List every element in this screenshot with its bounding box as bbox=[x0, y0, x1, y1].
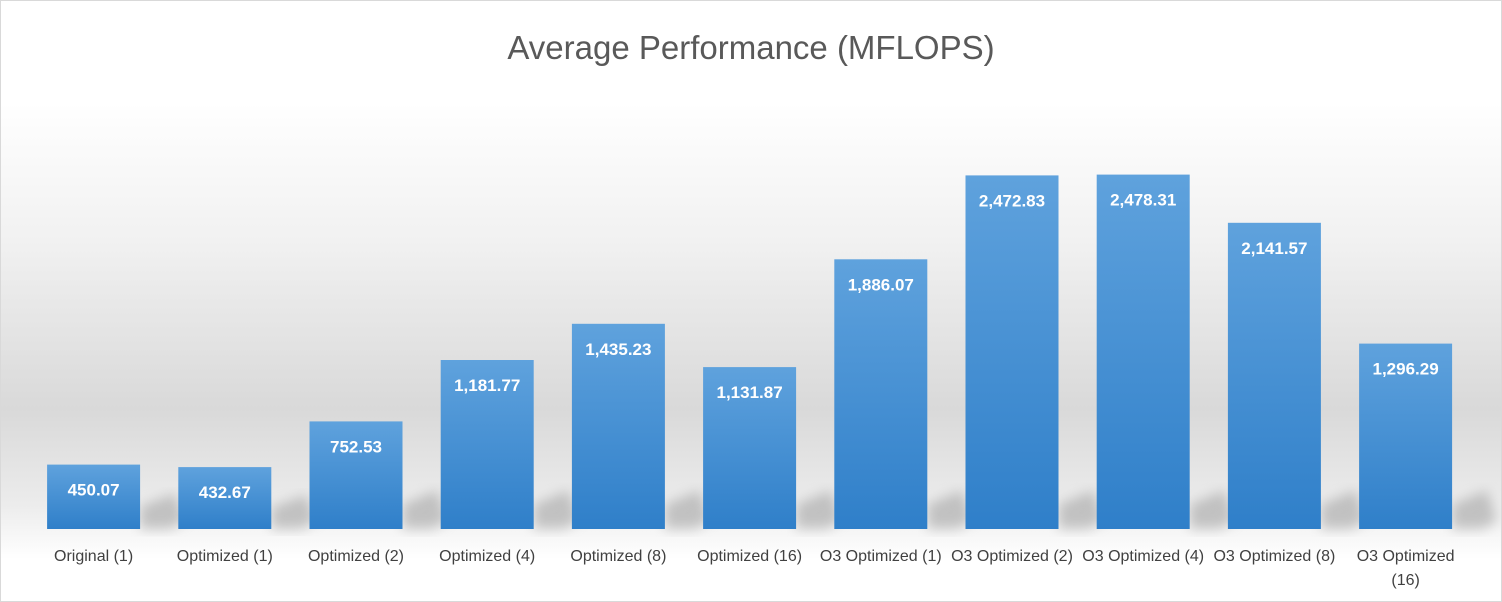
category-label: O3 Optimized (8) bbox=[1213, 548, 1335, 565]
bar-shadow bbox=[1452, 490, 1498, 529]
category-label: Optimized (8) bbox=[570, 548, 666, 565]
category-label: Optimized (4) bbox=[439, 548, 535, 565]
bar bbox=[1096, 174, 1190, 529]
bar bbox=[571, 323, 665, 529]
category-labels-group: Original (1) Optimized (1) Optimized (2) Op… bbox=[54, 548, 1454, 589]
bar bbox=[834, 259, 928, 529]
bar-shadow bbox=[1058, 490, 1104, 529]
data-label: 432.67 bbox=[199, 483, 251, 502]
data-label: 1,181.77 bbox=[454, 376, 520, 395]
bar bbox=[47, 464, 141, 529]
bar-shadow bbox=[271, 494, 317, 529]
bar bbox=[965, 175, 1059, 529]
bar-shadow bbox=[796, 490, 842, 529]
data-label: 752.53 bbox=[330, 437, 382, 456]
bar-shadow bbox=[664, 490, 710, 529]
data-label: 1,886.07 bbox=[848, 275, 914, 294]
category-label: Original (1) bbox=[54, 548, 133, 565]
bar-shadow bbox=[1189, 490, 1235, 529]
bar-shadow bbox=[927, 490, 973, 529]
data-label: 2,478.31 bbox=[1110, 191, 1176, 210]
bar bbox=[309, 421, 403, 529]
chart-title: Average Performance (MFLOPS) bbox=[507, 29, 995, 66]
data-label: 1,296.29 bbox=[1373, 360, 1439, 379]
bar-shadow bbox=[1320, 490, 1366, 529]
data-label: 450.07 bbox=[68, 481, 120, 500]
category-label: Optimized (16) bbox=[697, 548, 802, 565]
bar bbox=[440, 360, 534, 529]
category-label: Optimized (2) bbox=[308, 548, 404, 565]
bar bbox=[703, 367, 797, 529]
bar-shadow bbox=[402, 490, 448, 529]
data-label: 2,472.83 bbox=[979, 191, 1045, 210]
data-label: 1,435.23 bbox=[585, 340, 651, 359]
category-label: O3 Optimized (16) bbox=[1357, 548, 1455, 589]
bar bbox=[1359, 343, 1453, 529]
bars-group: 450.07 432.67 752.53 1,181.77 1,435.23 1,131.… bbox=[47, 174, 1453, 530]
bar bbox=[178, 467, 272, 529]
data-label: 1,131.87 bbox=[717, 383, 783, 402]
data-label: 2,141.57 bbox=[1241, 239, 1307, 258]
category-label: O3 Optimized (4) bbox=[1082, 548, 1204, 565]
bar bbox=[1227, 222, 1321, 530]
category-label: O3 Optimized (1) bbox=[820, 548, 942, 565]
bar-shadow bbox=[533, 490, 579, 529]
category-label: O3 Optimized (2) bbox=[951, 548, 1073, 565]
bar-shadow bbox=[140, 493, 186, 529]
category-label: Optimized (1) bbox=[177, 548, 273, 565]
bar-shadows bbox=[140, 490, 1498, 529]
